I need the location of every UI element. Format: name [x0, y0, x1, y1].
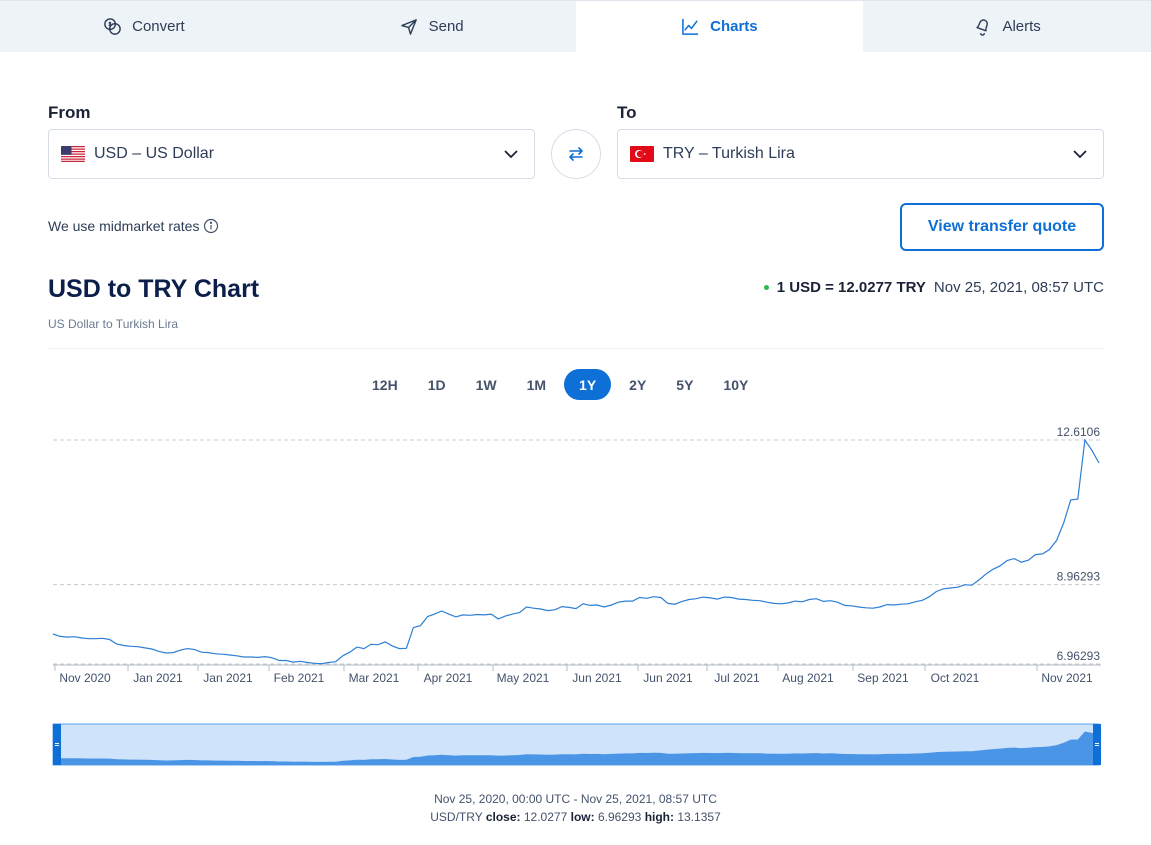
tab-label: Convert: [132, 18, 185, 35]
us-flag-icon: [61, 146, 85, 162]
rate-series-line: [52, 438, 1100, 665]
low-label: low:: [570, 810, 595, 824]
live-dot-icon: [763, 285, 769, 290]
close-value: 12.0277: [523, 810, 568, 824]
x-tick-label: Oct 2021: [931, 671, 980, 685]
navigator-handle: [1093, 724, 1101, 765]
swap-icon: [569, 147, 583, 161]
range-1w[interactable]: 1W: [475, 376, 497, 393]
tab-alerts[interactable]: Alerts: [863, 1, 1151, 52]
range-2y[interactable]: 2Y: [629, 376, 647, 393]
y-axis-label: 12.6106: [1057, 425, 1101, 439]
bell-icon: [976, 19, 989, 36]
x-tick-label: Nov 2021: [1041, 671, 1093, 685]
navigator-handle: [53, 724, 61, 765]
footer-pair: USD/TRY: [430, 810, 483, 824]
range-selector: 12H 1D 1W 1M 1Y 2Y 5Y 10Y: [360, 369, 760, 400]
x-tick-label: Feb 2021: [274, 671, 325, 685]
coins-icon: [104, 18, 121, 35]
rate-chart[interactable]: 12.6106 8.96293 6.96293 Nov 2020 Jan 2021 Jan…: [0, 415, 1151, 775]
x-tick-label: Jun 2021: [643, 671, 693, 685]
navigator-area: [53, 731, 1099, 765]
chevron-down-icon: [504, 150, 518, 159]
x-tick-label: Jul 2021: [714, 671, 760, 685]
from-currency-value: USD – US Dollar: [94, 145, 215, 162]
x-tick-label: Jan 2021: [203, 671, 253, 685]
y-axis-label: 8.96293: [1057, 570, 1101, 584]
midmarket-text: We use midmarket rates: [48, 218, 200, 234]
page-subtitle: US Dollar to Turkish Lira: [48, 317, 179, 331]
x-tick-label: Apr 2021: [424, 671, 473, 685]
x-tick-label: Mar 2021: [349, 671, 400, 685]
tab-label: Alerts: [1002, 18, 1041, 35]
range-5y[interactable]: 5Y: [676, 376, 694, 393]
midmarket-note: We use midmarket rates: [48, 218, 219, 234]
tab-label: Send: [428, 18, 464, 35]
low-value: 6.96293: [597, 810, 642, 824]
high-label: high:: [644, 810, 675, 824]
page-title: USD to TRY Chart: [48, 275, 260, 303]
footer-range: Nov 25, 2020, 00:00 UTC - Nov 25, 2021, …: [434, 792, 717, 806]
range-12h[interactable]: 12H: [372, 376, 398, 393]
to-currency-select[interactable]: TRY – Turkish Lira: [617, 129, 1104, 179]
x-tick-label: Nov 2020: [59, 671, 111, 685]
rate-pair: 1 USD = 12.0277 TRY: [776, 279, 926, 296]
from-label: From: [48, 103, 91, 122]
tab-convert[interactable]: Convert: [0, 1, 288, 52]
tr-flag-icon: [630, 146, 654, 162]
close-label: close:: [485, 810, 521, 824]
x-tick-label: May 2021: [497, 671, 550, 685]
rate-timestamp: Nov 25, 2021, 08:57 UTC: [933, 279, 1104, 296]
info-icon[interactable]: [203, 218, 219, 234]
range-10y[interactable]: 10Y: [723, 376, 749, 393]
send-icon: [400, 19, 417, 35]
to-label: To: [617, 103, 637, 122]
tab-charts[interactable]: Charts: [575, 1, 864, 52]
footer-stats: USD/TRY close: 12.0277 low: 6.96293 high…: [0, 810, 1151, 824]
divider: [48, 348, 1104, 349]
chart-icon: [682, 18, 699, 35]
x-tick-label: Jan 2021: [133, 671, 183, 685]
current-rate: 1 USD = 12.0277 TRY Nov 25, 2021, 08:57 …: [763, 279, 1104, 296]
tab-send[interactable]: Send: [288, 1, 576, 52]
x-tick-label: Jun 2021: [572, 671, 622, 685]
swap-currencies-button[interactable]: [551, 129, 601, 179]
from-currency-select[interactable]: USD – US Dollar: [48, 129, 535, 179]
tab-label: Charts: [710, 18, 758, 35]
chevron-down-icon: [1073, 150, 1087, 159]
range-1d[interactable]: 1D: [427, 376, 446, 393]
x-tick-label: Aug 2021: [782, 671, 834, 685]
view-transfer-quote-button[interactable]: View transfer quote: [900, 203, 1104, 251]
tab-bar: Convert Send Charts Alerts: [0, 0, 1151, 52]
x-tick-label: Sep 2021: [857, 671, 909, 685]
y-axis-label: 6.96293: [1057, 649, 1101, 663]
range-1m[interactable]: 1M: [526, 376, 547, 393]
high-value: 13.1357: [677, 810, 721, 824]
to-currency-value: TRY – Turkish Lira: [663, 145, 795, 162]
range-1y[interactable]: 1Y: [564, 369, 612, 400]
